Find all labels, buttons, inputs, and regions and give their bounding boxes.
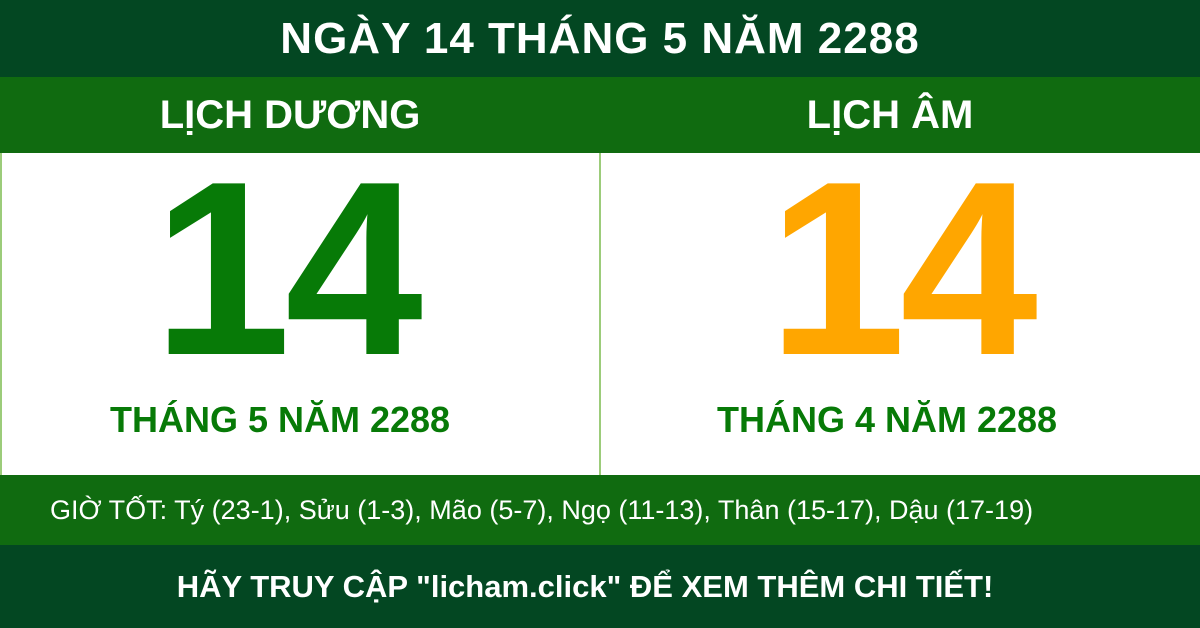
lunar-column: 14 THÁNG 4 NĂM 2288	[600, 129, 1200, 475]
solar-day: 14	[153, 129, 423, 407]
solar-column: 14 THÁNG 5 NĂM 2288	[0, 129, 560, 475]
lunar-heading: LỊCH ÂM	[806, 92, 974, 137]
solar-heading: LỊCH DƯƠNG	[159, 92, 421, 137]
calendar-headings: LỊCH DƯƠNG LỊCH ÂM	[0, 77, 1200, 153]
page-title: NGÀY 14 THÁNG 5 NĂM 2288	[0, 0, 1200, 77]
column-divider	[599, 153, 601, 475]
good-hours: GIỜ TỐT: Tý (23-1), Sửu (1-3), Mão (5-7)…	[0, 475, 1200, 545]
solar-month-year: THÁNG 5 NĂM 2288	[109, 399, 451, 440]
lunar-day: 14	[768, 129, 1038, 407]
footer-cta: HÃY TRUY CẬP "licham.click" ĐỂ XEM THÊM …	[0, 545, 1200, 628]
lunar-month-year: THÁNG 4 NĂM 2288	[716, 399, 1058, 440]
